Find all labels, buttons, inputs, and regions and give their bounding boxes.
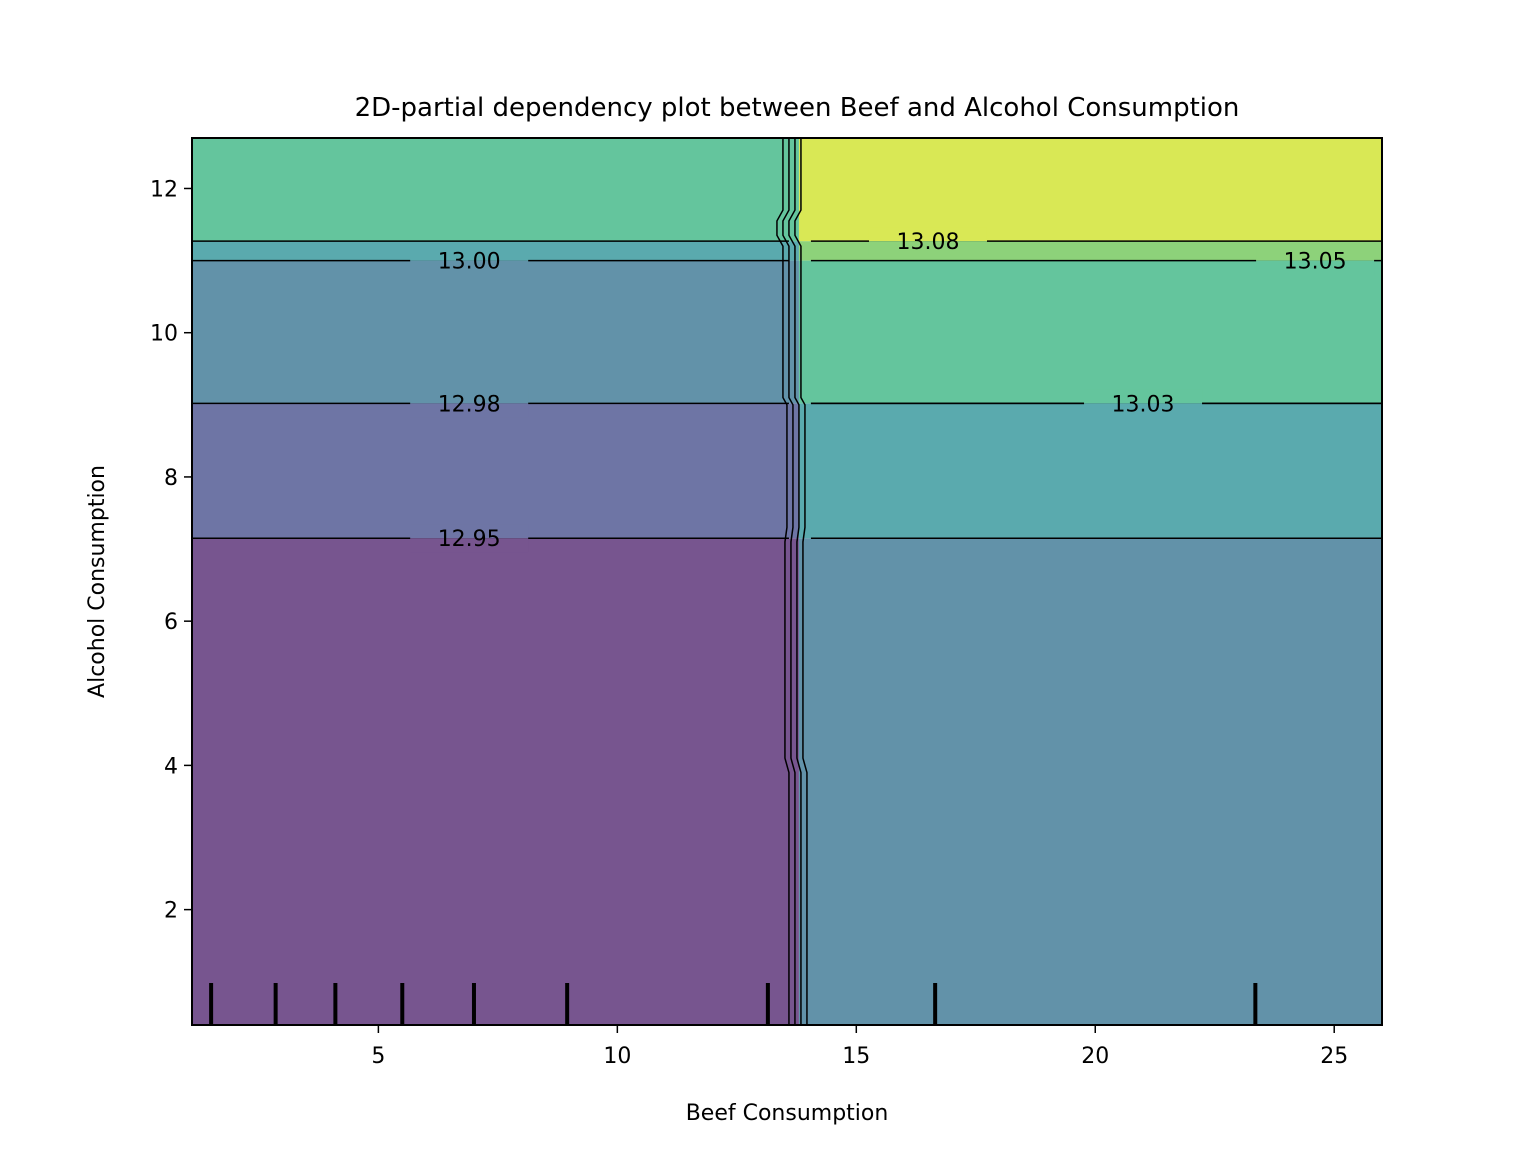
x-axis-label: Beef Consumption xyxy=(686,1101,889,1126)
contour-region-5 xyxy=(798,538,1382,1025)
rug-marks xyxy=(209,983,1258,1025)
y-axis-ticks: 2 4 6 8 10 12 xyxy=(150,177,192,924)
contour-label-gap-bottom-1 xyxy=(410,403,529,418)
contour-label-gap-top-2 xyxy=(410,246,529,261)
contour-boundary-2 xyxy=(788,138,802,1025)
x-tick-label-3: 20 xyxy=(1081,1044,1109,1069)
y-tick-label-2: 6 xyxy=(164,610,178,635)
contour-label-4: 13.05 xyxy=(1284,250,1347,275)
contour-label-5: 13.08 xyxy=(896,230,959,255)
contour-region-9 xyxy=(798,138,1382,242)
contour-region-4 xyxy=(192,138,799,242)
contour-region-7 xyxy=(798,260,1382,404)
x-axis-ticks: 5 10 15 20 25 xyxy=(371,1025,1348,1069)
contour-label-3: 13.03 xyxy=(1112,392,1175,417)
contour-label-gap-bottom-2 xyxy=(410,260,529,275)
contour-boundary-3 xyxy=(794,138,808,1025)
contour-label-gap-bottom-0 xyxy=(410,538,529,553)
contour-label-gap-top-0 xyxy=(410,524,529,539)
chart-title: 2D-partial dependency plot between Beef … xyxy=(355,93,1240,123)
contour-boundary-1 xyxy=(782,138,796,1025)
contour-region-1 xyxy=(192,403,799,539)
x-tick-label-1: 10 xyxy=(603,1044,631,1069)
y-axis-label: Alcohol Consumption xyxy=(85,465,110,698)
plot-frame xyxy=(191,137,1383,1026)
contour-label-1: 12.98 xyxy=(438,392,501,417)
contour-label-gap-bottom-5 xyxy=(868,241,987,256)
y-tick-label-4: 10 xyxy=(150,322,178,347)
contour-label-2: 13.00 xyxy=(438,250,501,275)
y-tick-label-3: 8 xyxy=(164,466,178,491)
contour-region-0 xyxy=(192,538,799,1025)
y-tick-label-5: 12 xyxy=(150,177,178,202)
contour-region-2 xyxy=(192,260,799,404)
contour-label-gap-bottom-4 xyxy=(1256,260,1375,275)
contour-label-gap-top-4 xyxy=(1256,246,1375,261)
contour-boundary-0 xyxy=(776,138,790,1025)
x-tick-label-2: 15 xyxy=(842,1044,870,1069)
contour-label-gap-top-1 xyxy=(410,389,529,404)
contour-labels: 12.95 12.98 13.00 13.03 13.05 13.08 xyxy=(410,227,1375,553)
y-tick-label-1: 4 xyxy=(164,754,178,779)
contour-label-0: 12.95 xyxy=(438,527,501,552)
x-tick-label-4: 25 xyxy=(1320,1044,1348,1069)
x-tick-label-0: 5 xyxy=(371,1044,385,1069)
contour-label-gap-bottom-3 xyxy=(1084,403,1203,418)
y-tick-label-0: 2 xyxy=(164,899,178,924)
contour-region-6 xyxy=(798,403,1382,539)
contour-regions xyxy=(192,138,1382,1025)
contour-label-gap-top-5 xyxy=(868,227,987,242)
contour-label-gap-top-3 xyxy=(1084,389,1203,404)
